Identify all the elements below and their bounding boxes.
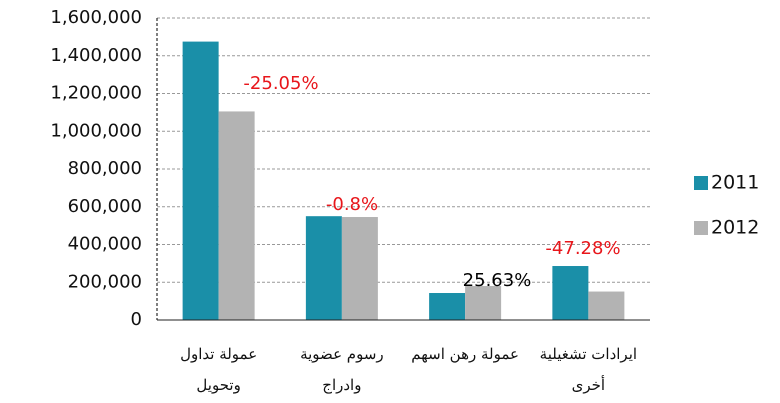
y-tick-label: 1,600,000 <box>50 7 142 28</box>
legend-label: 2012 <box>711 217 759 239</box>
annotation: -47.28% <box>545 238 620 259</box>
bar <box>465 286 502 320</box>
x-tick-label: وتحويل <box>196 376 240 394</box>
x-tick-label: رسوم عضوية <box>300 345 384 363</box>
x-tick-label: عمولة رهن اسهم <box>411 345 519 363</box>
y-tick-label: 1,400,000 <box>50 45 142 66</box>
annotation: -25.05% <box>243 73 318 94</box>
legend-swatch <box>694 176 708 190</box>
bar <box>552 266 589 320</box>
y-tick-label: 800,000 <box>68 158 142 179</box>
annotation: -0.8% <box>326 194 378 215</box>
x-tick-label: عمولة تداول <box>180 345 257 363</box>
x-tick-label: ايرادات تشغيلية <box>540 345 637 363</box>
y-tick-label: 0 <box>131 309 142 330</box>
y-tick-label: 600,000 <box>68 196 142 217</box>
y-tick-label: 1,200,000 <box>50 83 142 104</box>
y-tick-label: 200,000 <box>68 271 142 292</box>
legend-label: 2011 <box>711 172 759 194</box>
annotation: 25.63% <box>463 270 532 291</box>
bar <box>218 111 255 321</box>
x-tick-label: أخرى <box>572 375 605 394</box>
x-tick-label: وادراج <box>322 376 361 394</box>
bar <box>588 291 625 320</box>
y-tick-label: 400,000 <box>68 234 142 255</box>
bar <box>341 217 378 320</box>
bar <box>182 41 219 320</box>
y-tick-label: 1,000,000 <box>50 120 142 141</box>
bar <box>305 216 342 320</box>
legend-swatch <box>694 221 708 235</box>
bar <box>429 293 466 320</box>
